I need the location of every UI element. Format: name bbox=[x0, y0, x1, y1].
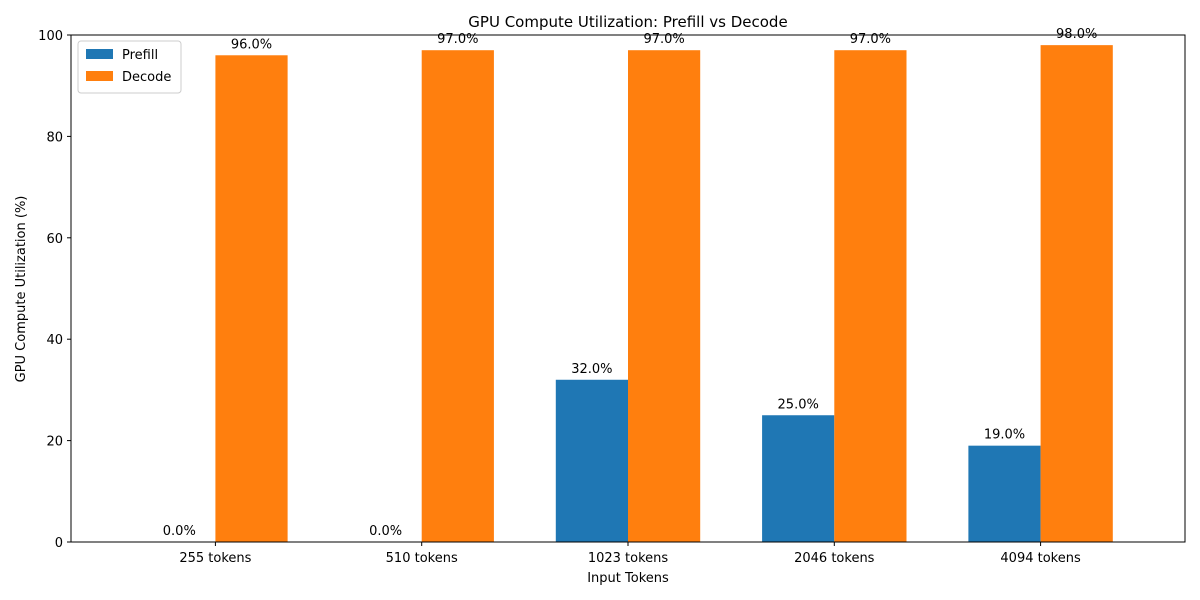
y-tick-label: 40 bbox=[46, 333, 63, 348]
bar-decode bbox=[215, 55, 288, 542]
bar-decode bbox=[421, 50, 494, 543]
y-tick-label: 20 bbox=[46, 435, 63, 450]
bar-prefill bbox=[555, 379, 628, 542]
data-label-decode: 96.0% bbox=[231, 37, 272, 52]
bar-decode bbox=[834, 50, 907, 543]
legend: Prefill Decode bbox=[77, 40, 182, 94]
x-tick-label: 2046 tokens bbox=[794, 551, 875, 566]
data-label-prefill: 32.0% bbox=[571, 362, 612, 377]
data-label-prefill: 19.0% bbox=[984, 428, 1025, 443]
data-label-decode: 97.0% bbox=[850, 32, 891, 47]
y-tick-label: 0 bbox=[55, 536, 63, 551]
legend-label-decode: Decode bbox=[122, 70, 171, 85]
y-tick-label: 80 bbox=[46, 130, 63, 145]
bar-prefill bbox=[762, 415, 835, 542]
y-tick-label: 100 bbox=[38, 29, 63, 44]
bar-decode bbox=[628, 50, 701, 543]
data-label-prefill: 0.0% bbox=[369, 524, 402, 539]
legend-swatch-prefill bbox=[86, 49, 113, 59]
x-tick-label: 1023 tokens bbox=[588, 551, 669, 566]
x-tick-label: 255 tokens bbox=[179, 551, 251, 566]
plot-area: 0.0% 96.0% 255 tokens 0.0% 97.0% 510 tokens 32… bbox=[38, 27, 1186, 566]
chart-title: GPU Compute Utilization: Prefill vs Deco… bbox=[468, 13, 787, 31]
data-label-decode: 97.0% bbox=[437, 32, 478, 47]
data-label-decode: 97.0% bbox=[643, 32, 684, 47]
x-tick-label: 4094 tokens bbox=[1000, 551, 1081, 566]
x-axis-label: Input Tokens bbox=[587, 571, 669, 586]
bar-decode bbox=[1040, 45, 1113, 542]
y-axis-label: GPU Compute Utilization (%) bbox=[14, 196, 29, 383]
axes-frame bbox=[70, 34, 1186, 543]
bar-prefill bbox=[968, 445, 1041, 542]
y-tick-label: 60 bbox=[46, 232, 63, 247]
legend-label-prefill: Prefill bbox=[122, 48, 158, 63]
data-label-prefill: 0.0% bbox=[163, 524, 196, 539]
legend-swatch-decode bbox=[86, 71, 113, 81]
data-label-prefill: 25.0% bbox=[778, 397, 819, 412]
x-tick-label: 510 tokens bbox=[386, 551, 458, 566]
